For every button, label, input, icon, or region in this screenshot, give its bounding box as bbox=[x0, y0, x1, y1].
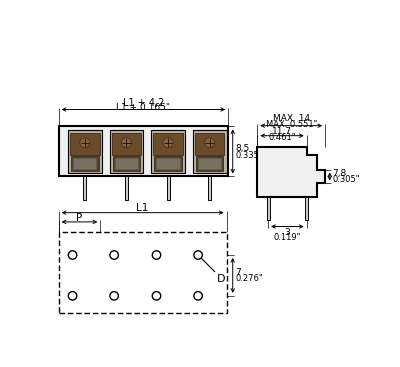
Circle shape bbox=[110, 251, 118, 259]
Polygon shape bbox=[257, 147, 325, 197]
Bar bbox=[110, 130, 144, 172]
Text: 7: 7 bbox=[235, 268, 241, 277]
Bar bbox=[59, 232, 226, 313]
Bar bbox=[154, 156, 182, 171]
Circle shape bbox=[204, 138, 215, 148]
Text: L1 + 4,2: L1 + 4,2 bbox=[123, 98, 164, 108]
Text: L1: L1 bbox=[136, 203, 149, 213]
Circle shape bbox=[68, 292, 77, 300]
Bar bbox=[71, 156, 99, 171]
Text: 8,5: 8,5 bbox=[235, 144, 249, 153]
Text: 0.305": 0.305" bbox=[332, 175, 360, 184]
Circle shape bbox=[163, 138, 173, 148]
Text: MAX. 0.551": MAX. 0.551" bbox=[266, 120, 317, 128]
Circle shape bbox=[152, 251, 161, 259]
Text: 0.276": 0.276" bbox=[235, 274, 263, 283]
Circle shape bbox=[194, 292, 202, 300]
Bar bbox=[156, 158, 180, 169]
Bar bbox=[73, 158, 96, 169]
Circle shape bbox=[194, 251, 202, 259]
Circle shape bbox=[110, 292, 118, 300]
Circle shape bbox=[121, 138, 132, 148]
Circle shape bbox=[80, 138, 90, 148]
Text: MAX. 14: MAX. 14 bbox=[273, 114, 310, 123]
Text: 0.335": 0.335" bbox=[235, 151, 263, 160]
Bar bbox=[267, 197, 270, 220]
Bar bbox=[305, 197, 308, 220]
Bar bbox=[198, 158, 221, 169]
Bar bbox=[70, 133, 100, 155]
Circle shape bbox=[152, 292, 161, 300]
Bar bbox=[112, 133, 141, 155]
Bar bbox=[195, 133, 224, 155]
Text: 0.461": 0.461" bbox=[268, 133, 296, 142]
Bar bbox=[113, 156, 140, 171]
Text: D: D bbox=[216, 274, 225, 284]
Text: 11,7: 11,7 bbox=[272, 127, 292, 136]
Bar bbox=[115, 158, 138, 169]
Bar bbox=[193, 130, 226, 172]
Bar bbox=[166, 177, 170, 200]
Bar bbox=[154, 133, 183, 155]
Bar bbox=[83, 177, 86, 200]
Text: 3: 3 bbox=[284, 228, 290, 237]
Circle shape bbox=[68, 251, 77, 259]
Bar bbox=[125, 177, 128, 200]
Bar bbox=[68, 130, 102, 172]
Text: 0.119": 0.119" bbox=[274, 233, 301, 242]
Text: P: P bbox=[76, 213, 83, 223]
Text: 7,8: 7,8 bbox=[332, 169, 346, 178]
Bar bbox=[196, 156, 224, 171]
Bar bbox=[59, 126, 228, 177]
Bar bbox=[151, 130, 185, 172]
Text: L1 + 0.165": L1 + 0.165" bbox=[116, 103, 170, 112]
Bar bbox=[208, 177, 211, 200]
